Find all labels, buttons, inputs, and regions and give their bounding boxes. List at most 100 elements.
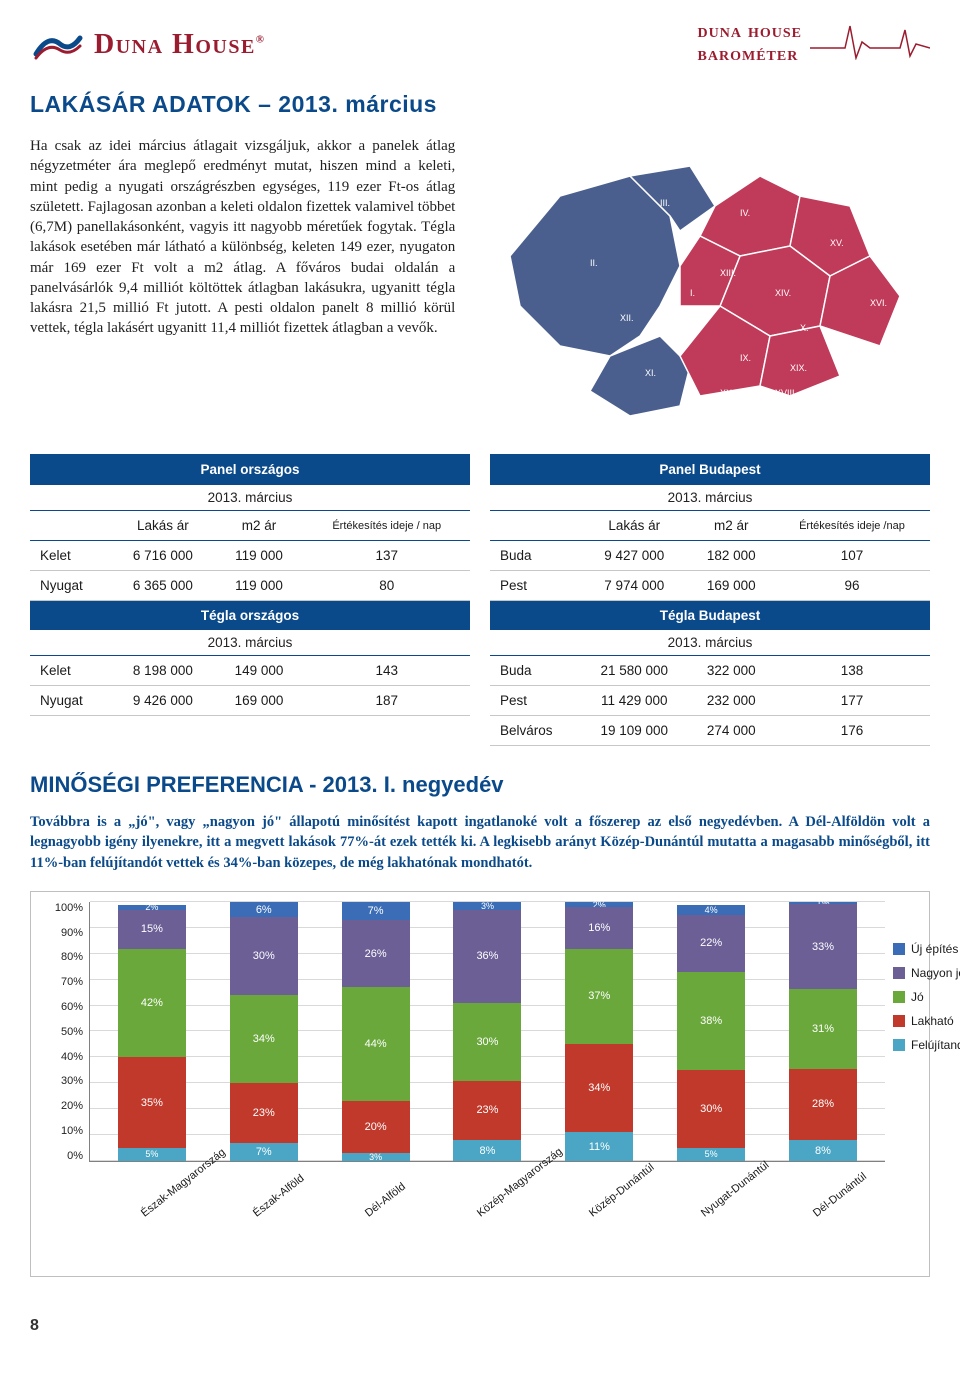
table-row: Buda 9 427 000 182 000 107 bbox=[490, 541, 930, 571]
legend-swatch bbox=[893, 1039, 905, 1051]
bar-segment: 33% bbox=[789, 904, 857, 989]
svg-text:XVIII.: XVIII. bbox=[775, 388, 797, 398]
x-category: Közép-Dunántúl bbox=[587, 1168, 678, 1257]
svg-text:XIX.: XIX. bbox=[790, 363, 807, 373]
svg-text:IX.: IX. bbox=[740, 353, 751, 363]
y-tick: 100% bbox=[41, 902, 83, 914]
y-tick: 70% bbox=[41, 976, 83, 988]
y-tick: 50% bbox=[41, 1026, 83, 1038]
section2-title: MINŐSÉGI PREFERENCIA - 2013. I. negyedév bbox=[30, 772, 930, 798]
bar-segment: 38% bbox=[677, 972, 745, 1070]
bar-segment: 6% bbox=[230, 902, 298, 918]
bar: 8%28%31%33%1% bbox=[789, 902, 857, 1161]
legend-item: Lakható bbox=[893, 1014, 960, 1028]
bar-segment: 16% bbox=[565, 907, 633, 948]
chart-legend: Új építés Nagyon jó Jó Lakható Felújítandó bbox=[893, 942, 960, 1052]
bar-segment: 37% bbox=[565, 949, 633, 1045]
col-hdr: Értékesítés ideje /nap bbox=[774, 511, 930, 541]
svg-text:XII.: XII. bbox=[620, 313, 634, 323]
svg-text:XI.: XI. bbox=[645, 368, 656, 378]
col-hdr: Lakás ár bbox=[111, 511, 214, 541]
legend-item: Új építés bbox=[893, 942, 960, 956]
table-subtitle: 2013. március bbox=[490, 485, 930, 511]
col-hdr: Lakás ár bbox=[580, 511, 689, 541]
bar-segment: 5% bbox=[118, 1148, 186, 1161]
quality-chart: 100%90%80%70%60%50%40%30%20%10%0% 5%35%4… bbox=[30, 891, 930, 1277]
legend-label: Lakható bbox=[911, 1014, 954, 1028]
bar-segment: 7% bbox=[342, 902, 410, 920]
table-row: Nyugat 9 426 000 169 000 187 bbox=[30, 686, 470, 716]
page-header: Duna House® duna house barométer bbox=[30, 20, 930, 69]
legend-label: Felújítandó bbox=[911, 1038, 960, 1052]
table-row: Kelet 8 198 000 149 000 143 bbox=[30, 656, 470, 686]
bar-segment: 22% bbox=[677, 915, 745, 972]
bar-segment: 44% bbox=[342, 987, 410, 1101]
bar-segment: 20% bbox=[342, 1101, 410, 1153]
svg-text:IV.: IV. bbox=[740, 208, 750, 218]
legend-label: Jó bbox=[911, 990, 924, 1004]
bar-segment: 30% bbox=[230, 917, 298, 995]
bar: 5%30%38%22%4% bbox=[677, 902, 745, 1161]
legend-swatch bbox=[893, 967, 905, 979]
col-hdr: m2 ár bbox=[689, 511, 774, 541]
svg-text:II.: II. bbox=[590, 258, 598, 268]
y-tick: 90% bbox=[41, 927, 83, 939]
col-hdr bbox=[30, 511, 111, 541]
bar-segment: 30% bbox=[453, 1003, 521, 1081]
y-tick: 30% bbox=[41, 1075, 83, 1087]
brand-name: Duna House® bbox=[94, 29, 266, 61]
y-axis: 100%90%80%70%60%50%40%30%20%10%0% bbox=[41, 902, 89, 1162]
svg-text:III.: III. bbox=[660, 198, 670, 208]
bar-segment: 15% bbox=[118, 910, 186, 949]
table-title: Tégla Budapest bbox=[490, 601, 930, 631]
bar: 8%23%30%36%3% bbox=[453, 902, 521, 1161]
bar-segment: 7% bbox=[230, 1143, 298, 1161]
table-row: Buda 21 580 000 322 000 138 bbox=[490, 656, 930, 686]
bar-segment: 34% bbox=[565, 1044, 633, 1132]
bar-segment: 42% bbox=[118, 949, 186, 1058]
bar-segment: 31% bbox=[789, 989, 857, 1068]
table-subtitle: 2013. március bbox=[30, 630, 470, 656]
table-row: Belváros 19 109 000 274 000 176 bbox=[490, 716, 930, 746]
bar-segment: 23% bbox=[453, 1081, 521, 1141]
panel-budapest-table: Panel Budapest 2013. március Lakás ár m2… bbox=[490, 454, 930, 746]
x-category: Nyugat-Dunántúl bbox=[699, 1168, 790, 1257]
bar-segment: 23% bbox=[230, 1083, 298, 1143]
svg-text:XVI.: XVI. bbox=[870, 298, 887, 308]
table-title: Tégla országos bbox=[30, 601, 470, 631]
svg-text:XX.: XX. bbox=[720, 388, 735, 398]
svg-text:XVII.: XVII. bbox=[850, 343, 870, 353]
intro-paragraph: Ha csak az idei március átlagait vizsgál… bbox=[30, 136, 455, 436]
table-title: Panel országos bbox=[30, 454, 470, 485]
y-tick: 10% bbox=[41, 1125, 83, 1137]
table-row: Pest 7 974 000 169 000 96 bbox=[490, 571, 930, 601]
bar-segment: 26% bbox=[342, 920, 410, 987]
bar-segment: 3% bbox=[342, 1153, 410, 1161]
brand-logo: Duna House® bbox=[30, 20, 266, 69]
svg-text:XIII.: XIII. bbox=[720, 268, 736, 278]
table-right: Panel Budapest 2013. március Lakás ár m2… bbox=[490, 454, 930, 746]
bar-segment: 30% bbox=[677, 1070, 745, 1148]
legend-item: Nagyon jó bbox=[893, 966, 960, 980]
x-axis-categories: Észak-MagyarországÉszak-AlföldDél-Alföld… bbox=[89, 1168, 885, 1270]
bar-segment: 8% bbox=[453, 1140, 521, 1161]
table-left: Panel országos 2013. március Lakás ár m2… bbox=[30, 454, 470, 746]
bar: 7%23%34%30%6% bbox=[230, 902, 298, 1161]
y-tick: 60% bbox=[41, 1001, 83, 1013]
table-row: Nyugat 6 365 000 119 000 80 bbox=[30, 571, 470, 601]
legend-swatch bbox=[893, 991, 905, 1003]
budapest-map: II. III. XI. XII. IV. XIV. XIII. XV. XVI… bbox=[469, 136, 930, 436]
y-tick: 20% bbox=[41, 1100, 83, 1112]
legend-label: Új építés bbox=[911, 942, 958, 956]
svg-text:XIV.: XIV. bbox=[775, 288, 791, 298]
y-tick: 0% bbox=[41, 1150, 83, 1162]
col-hdr bbox=[490, 511, 580, 541]
legend-label: Nagyon jó bbox=[911, 966, 960, 980]
svg-text:X.: X. bbox=[800, 323, 809, 333]
legend-item: Felújítandó bbox=[893, 1038, 960, 1052]
bar-segment: 34% bbox=[230, 995, 298, 1083]
page-number: 8 bbox=[30, 1317, 930, 1335]
quality-intro: Továbbra is a „jó", vagy „nagyon jó" áll… bbox=[30, 812, 930, 873]
x-category: Dél-Dunántúl bbox=[811, 1168, 902, 1257]
bar-segment: 36% bbox=[453, 910, 521, 1003]
